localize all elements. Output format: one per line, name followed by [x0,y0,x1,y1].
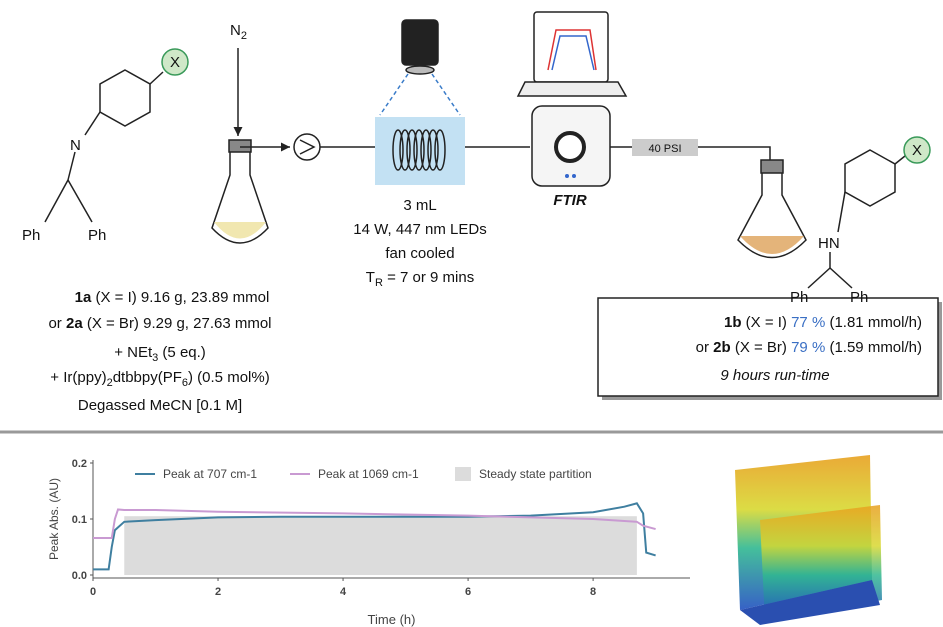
laptop-base [518,82,626,96]
legend-swatch [455,467,471,481]
bond [68,180,92,222]
legend-label: Peak at 707 cm-1 [163,467,257,481]
atom: X [912,142,922,159]
compound-line: Degassed MeCN [0.1 M] [78,397,242,414]
y-tick-label: 0.2 [72,458,87,470]
reactor-line: fan cooled [385,245,454,262]
light [432,74,460,115]
bond [830,268,852,288]
bond [895,156,905,164]
atom: HN [818,235,840,252]
atom: N [70,137,81,154]
surface-plot [735,455,882,625]
reactor-line: 14 W, 447 nm LEDs [353,221,486,238]
y-tick-label: 0.1 [72,514,87,526]
led [406,66,434,74]
tube [698,147,770,190]
atom: X [170,54,180,71]
light [380,74,408,115]
bond [838,192,845,232]
legend-label: Peak at 1069 cm-1 [318,467,419,481]
ftir-port [556,133,584,161]
lamp [402,20,438,65]
compound-line: + NEt3 (5 eq.) [114,344,206,364]
ring [845,150,895,206]
y-tick-label: 0.0 [72,570,87,582]
x-tick-label: 6 [465,586,471,598]
figure: N2 X N Ph Ph X HN Ph Ph FTIR 40 PSI 3 mL… [0,0,943,627]
steady-state [124,516,637,575]
compound-line: + Ir(ppy)2dtbbpy(PF6) (0.5 mol%) [50,369,269,389]
atom: Ph [790,289,808,306]
x-axis-title: Time (h) [368,612,416,627]
x-tick-label: 4 [340,586,347,598]
reactor-line: 3 mL [403,197,436,214]
reactor-line: TR = 7 or 9 mins [366,269,474,289]
detector: FTIR [553,192,586,209]
result-line: or 2b (X = Br) 79 % (1.59 mmol/h) [696,339,922,356]
atom: Ph [850,289,868,306]
atom: Ph [22,227,40,244]
result-line: 1b (X = I) 77 % (1.81 mmol/h) [724,314,922,331]
result-line: 9 hours run-time [720,367,829,384]
bond [808,268,830,288]
legend-label: Steady state partition [479,467,592,481]
y-axis-title: Peak Abs. (AU) [47,478,61,560]
septum [761,160,783,173]
bond [150,72,163,84]
bond [85,112,100,135]
gas: N2 [230,22,247,42]
bond [45,180,68,222]
compound-line: 1a (X = I) 9.16 g, 23.89 mmol [75,289,270,306]
pressure: 40 PSI [648,143,681,155]
ring [100,70,150,126]
liquid [740,236,804,254]
bond [68,152,75,180]
x-tick-label: 0 [90,586,96,598]
x-tick-label: 8 [590,586,596,598]
laptop-screen [534,12,608,82]
compound-line: or 2a (X = Br) 9.29 g, 27.63 mmol [48,315,271,332]
septum [229,140,251,152]
x-tick-label: 2 [215,586,221,598]
atom: Ph [88,227,106,244]
reactor [375,117,465,185]
pump [294,134,320,160]
chart: 0.0 0.1 0.2 0 2 4 6 8 Time (h) Peak Abs. (AU) Peak… [47,458,690,627]
